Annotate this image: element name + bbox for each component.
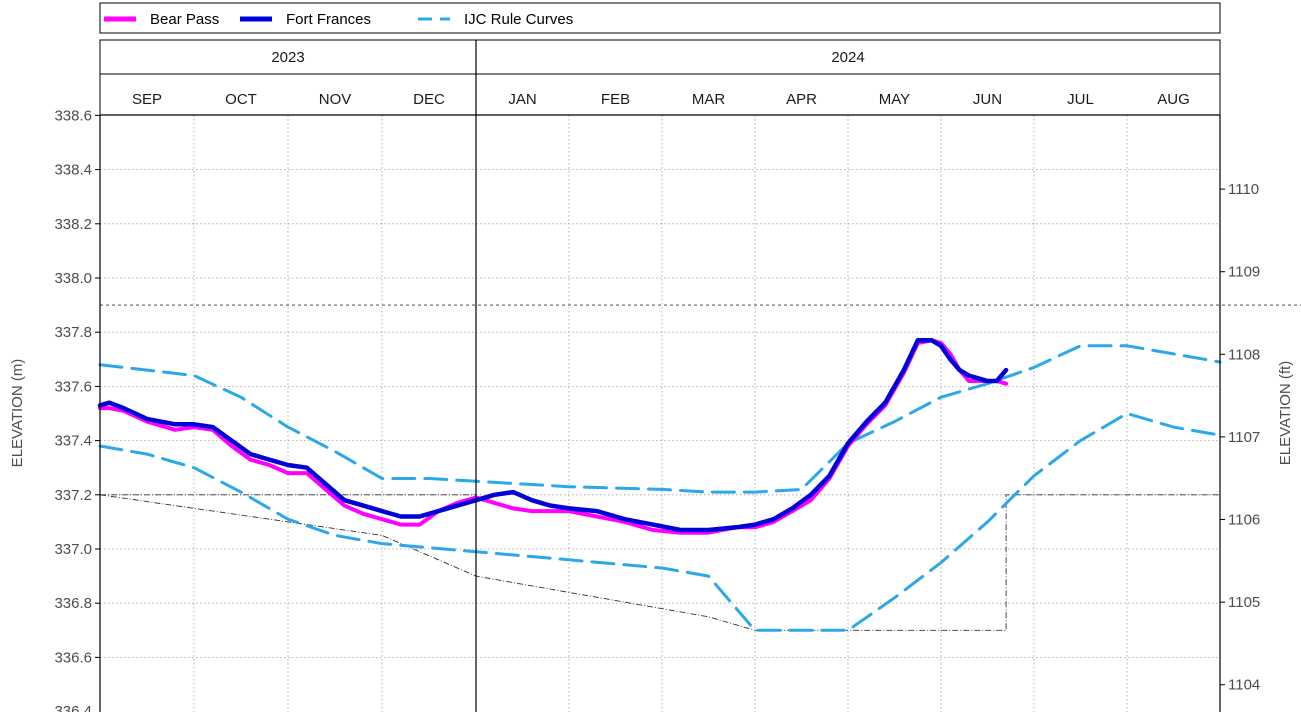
y2-tick-label: 1105	[1228, 594, 1260, 611]
grid-lines	[100, 115, 1220, 712]
y-tick-label: 337.6	[54, 378, 92, 395]
series-line-ijc-rule-curves-lower	[98, 412, 1222, 632]
month-label: OCT	[225, 91, 257, 108]
limit-dash-dot-line	[99, 494, 1220, 631]
month-label: AUG	[1157, 91, 1190, 108]
month-label: DEC	[413, 91, 445, 108]
data-series	[97, 338, 1222, 632]
month-label: JUL	[1067, 91, 1094, 108]
y-tick-label: 337.0	[54, 541, 92, 558]
y-tick-label: 336.4	[54, 703, 92, 712]
month-label: APR	[786, 91, 817, 108]
y-tick-label: 338.2	[54, 216, 92, 233]
legend-label: Bear Pass	[150, 11, 219, 28]
y2-axis-title: ELEVATION (ft)	[1277, 361, 1294, 465]
y-tick-label: 338.6	[54, 107, 92, 124]
series-line-fort-frances	[97, 338, 1009, 533]
legend-box	[99, 2, 1221, 34]
year-labels: 2023 2024	[271, 49, 864, 66]
legend: Bear Pass Fort Frances IJC Rule Curves	[104, 11, 573, 28]
y-axis-right: 1104 1105 1106 1107 1108 1109 1110	[1220, 181, 1260, 694]
y2-tick-label: 1109	[1228, 264, 1260, 281]
y-tick-label: 338.4	[54, 162, 92, 179]
y-tick-label: 337.4	[54, 433, 92, 450]
y2-tick-label: 1106	[1228, 512, 1260, 529]
year-label: 2023	[271, 49, 304, 66]
y2-tick-label: 1110	[1228, 181, 1259, 198]
month-label: FEB	[601, 91, 630, 108]
month-label: SEP	[132, 91, 162, 108]
legend-label: Fort Frances	[286, 11, 371, 28]
y2-tick-label: 1108	[1228, 346, 1260, 363]
y-tick-label: 336.8	[54, 595, 92, 612]
y-axis-title: ELEVATION (m)	[9, 359, 26, 468]
y-tick-label: 337.2	[54, 487, 92, 504]
month-label: NOV	[319, 91, 352, 108]
series-line-ijc-rule-curves-upper	[98, 344, 1222, 494]
year-label: 2024	[831, 49, 864, 66]
y-axis-left: 336.6 336.8 337.0 337.2 337.4 337.6 337.8 338.0…	[54, 107, 100, 712]
y-tick-label: 338.0	[54, 270, 92, 287]
month-label: JAN	[508, 91, 536, 108]
y2-tick-label: 1104	[1228, 677, 1260, 694]
month-label: JUN	[973, 91, 1002, 108]
y-tick-label: 336.6	[54, 649, 92, 666]
month-label: MAY	[879, 91, 910, 108]
month-label: MAR	[692, 91, 726, 108]
y-tick-label: 337.8	[54, 324, 92, 341]
y2-tick-label: 1107	[1228, 429, 1260, 446]
facet-header	[99, 39, 1221, 116]
month-labels: SEP OCT NOV DEC JAN FEB MAR APR MAY JUN JUL AUG	[132, 91, 1190, 108]
legend-label: IJC Rule Curves	[464, 11, 573, 28]
